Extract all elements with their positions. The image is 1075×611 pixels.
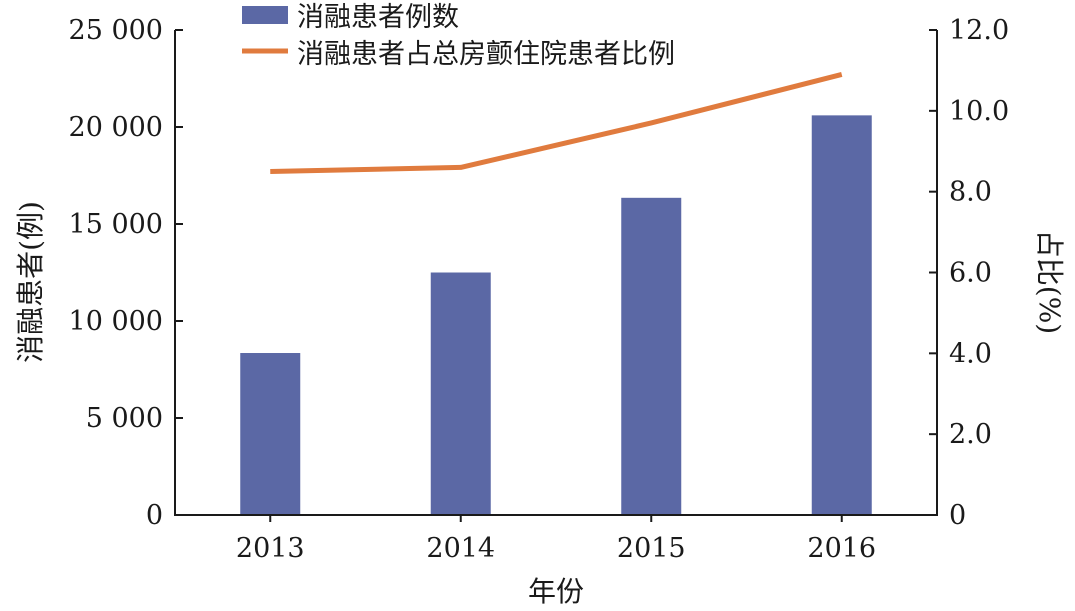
line-series-ratio <box>270 72 843 174</box>
y2-tick-label: 0 <box>949 500 966 531</box>
legend-swatch-bar <box>242 6 288 24</box>
y-axis-label: 消融患者(例) <box>14 201 47 363</box>
x-axis-label: 年份 <box>528 575 584 608</box>
bar-2015 <box>621 197 682 515</box>
bar-2014 <box>430 272 491 515</box>
y2-axis-label: 占比(%) <box>1033 230 1066 334</box>
y2-tick-label: 4.0 <box>949 338 992 369</box>
bar-2016 <box>811 115 872 516</box>
y-tick-label: 20 000 <box>69 112 163 143</box>
line-layer <box>270 72 843 174</box>
y-tick-label: 10 000 <box>69 306 163 337</box>
y2-tick-label: 2.0 <box>949 419 992 450</box>
y2-tick-label: 8.0 <box>949 177 992 208</box>
legend: 消融患者例数 消融患者占总房颤住院患者比例 <box>242 2 675 70</box>
x-tick-label: 2015 <box>617 533 686 564</box>
y-tick-label: 0 <box>146 500 163 531</box>
y-tick-label: 15 000 <box>69 209 163 240</box>
x-tick-label: 2014 <box>426 533 495 564</box>
y-tick-label: 5 000 <box>86 403 163 434</box>
legend-label-line: 消融患者占总房颤住院患者比例 <box>297 39 675 70</box>
y2-tick-label: 6.0 <box>949 258 992 289</box>
ticks-layer: 0 5 000 10 000 15 000 20 000 25 000 0 2.0 4.0 6.0… <box>69 15 1010 564</box>
legend-label-bar: 消融患者例数 <box>297 2 459 33</box>
y2-tick-label: 10.0 <box>949 96 1009 127</box>
x-tick-label: 2016 <box>807 533 876 564</box>
bar-2013 <box>240 353 301 515</box>
y2-tick-label: 12.0 <box>949 15 1009 46</box>
x-tick-label: 2013 <box>236 533 305 564</box>
bars-layer <box>240 115 872 516</box>
y-tick-label: 25 000 <box>69 15 163 46</box>
